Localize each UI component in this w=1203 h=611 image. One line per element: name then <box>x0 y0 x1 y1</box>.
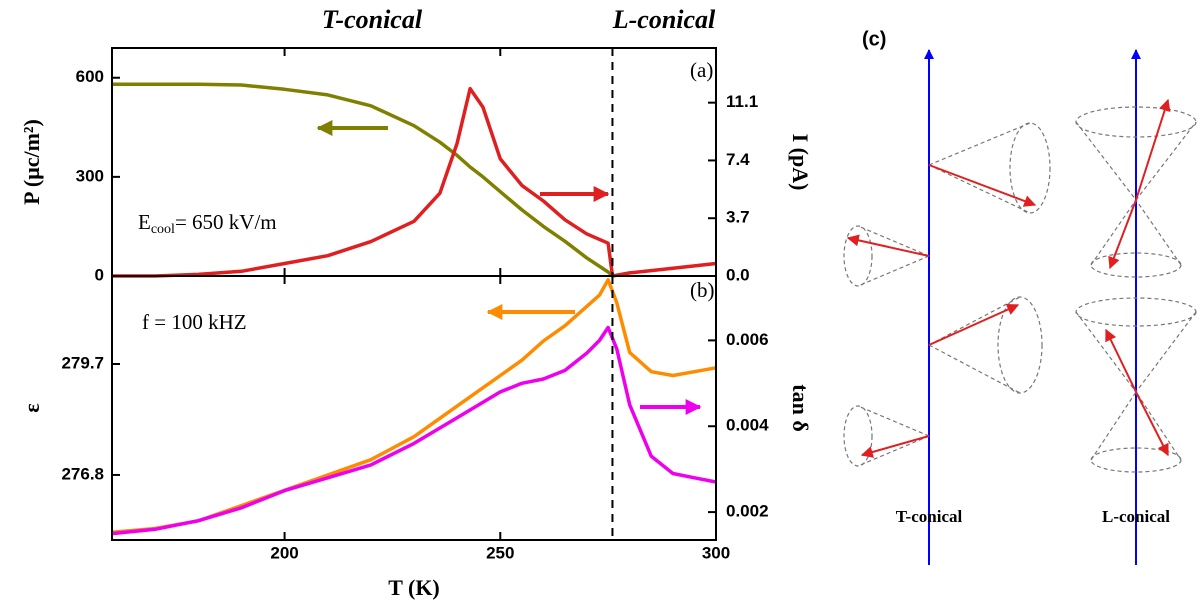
y-tick-label: 276.8 <box>61 464 104 483</box>
diagram: (c) T-conical L-conical <box>843 28 1197 565</box>
y2-tick-label: 0.006 <box>726 330 769 349</box>
y2-tick-label: 0.002 <box>726 502 769 521</box>
annotation-part: cool <box>151 222 175 237</box>
plot-frame <box>111 275 717 541</box>
series-line <box>112 82 614 278</box>
x-axis-label: T (K) <box>388 575 440 600</box>
y-axis-label: ε <box>19 403 44 412</box>
annotation: (b) <box>690 278 715 302</box>
y2-tick-label: 11.1 <box>726 92 758 111</box>
diagram-caption: L-conical <box>1102 507 1170 526</box>
y-tick-label: 600 <box>76 67 104 86</box>
series-line <box>111 325 717 536</box>
y-tick-label: 279.7 <box>61 353 104 372</box>
spin-arrows <box>846 98 1171 458</box>
plot-frame <box>111 47 717 277</box>
y2-axis-label: tan δ <box>788 384 813 431</box>
annotation: T-conical <box>322 5 423 34</box>
annotation: f = 100 kHZ <box>142 310 247 334</box>
x-tick-label: 300 <box>702 543 730 562</box>
legend-arrows <box>316 120 702 415</box>
y-tick-label: 0 <box>95 265 104 284</box>
annotation-part: E <box>138 210 151 234</box>
annotation: Ecool= 650 kV/m <box>138 210 277 237</box>
charts: 0 300 600 0.0 3.7 7.4 11.1 P (μc/m²) I (pA) T-con… <box>19 5 813 600</box>
y2-axis-label: I (pA) <box>788 134 813 191</box>
y2-tick-label: 7.4 <box>726 150 750 169</box>
x-tick-label: 250 <box>486 543 514 562</box>
y-tick-label: 300 <box>76 166 104 185</box>
annotation: (a) <box>690 58 713 82</box>
annotation-part: = 650 kV/m <box>175 210 277 234</box>
diagram-caption: T-conical <box>896 507 963 526</box>
y2-tick-label: 0.004 <box>726 416 769 435</box>
y2-tick-label: 0.0 <box>726 265 750 284</box>
x-tick-label: 200 <box>270 543 298 562</box>
cones <box>843 106 1197 473</box>
diagram-label: (c) <box>862 28 886 50</box>
annotation: L-conical <box>612 5 716 34</box>
y-axis-label: P (μc/m²) <box>19 119 44 205</box>
y2-tick-label: 3.7 <box>726 208 750 227</box>
series-line <box>112 86 717 278</box>
